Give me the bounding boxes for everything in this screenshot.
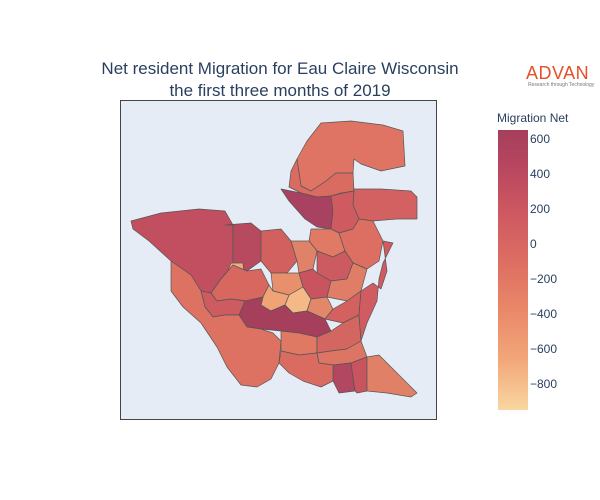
tract-se[interactable] [366, 354, 418, 398]
colorbar-tick-label: 400 [530, 166, 551, 181]
tract-ne[interactable] [352, 188, 418, 222]
advan-logo: ADVAN Research through Technology [526, 64, 596, 89]
colorbar-tick-label: 0 [530, 236, 537, 251]
colorbar-title: Migration Net [497, 111, 569, 125]
tract-west-purple[interactable] [224, 222, 262, 272]
logo-tagline: Research through Technology [528, 82, 595, 88]
colorbar-tick-label: −400 [530, 306, 558, 321]
colorbar-tick-label: −800 [530, 376, 558, 391]
colorbar-tick-label: −600 [530, 341, 558, 356]
tract-center-1[interactable] [260, 228, 298, 274]
colorbar-tick-label: 600 [530, 131, 551, 146]
tract-east-big[interactable] [358, 240, 394, 342]
colorbar-tick-label: −200 [530, 271, 558, 286]
logo-name: ADVAN [526, 63, 590, 83]
chart-title-line-1: Net resident Migration for Eau Claire Wi… [101, 59, 459, 78]
tract-east-1[interactable] [338, 218, 384, 270]
tract-east-2[interactable] [326, 262, 368, 302]
tract-sw-1[interactable] [278, 350, 334, 388]
map-area[interactable] [120, 100, 437, 420]
choropleth-map [130, 120, 418, 398]
colorbar-tick-label: 200 [530, 201, 551, 216]
chart-title: Net resident Migration for Eau Claire Wi… [60, 58, 500, 102]
chart-title-line-2: the first three months of 2019 [169, 81, 391, 100]
tract-south-long[interactable] [350, 356, 368, 394]
colorbar [498, 130, 528, 410]
